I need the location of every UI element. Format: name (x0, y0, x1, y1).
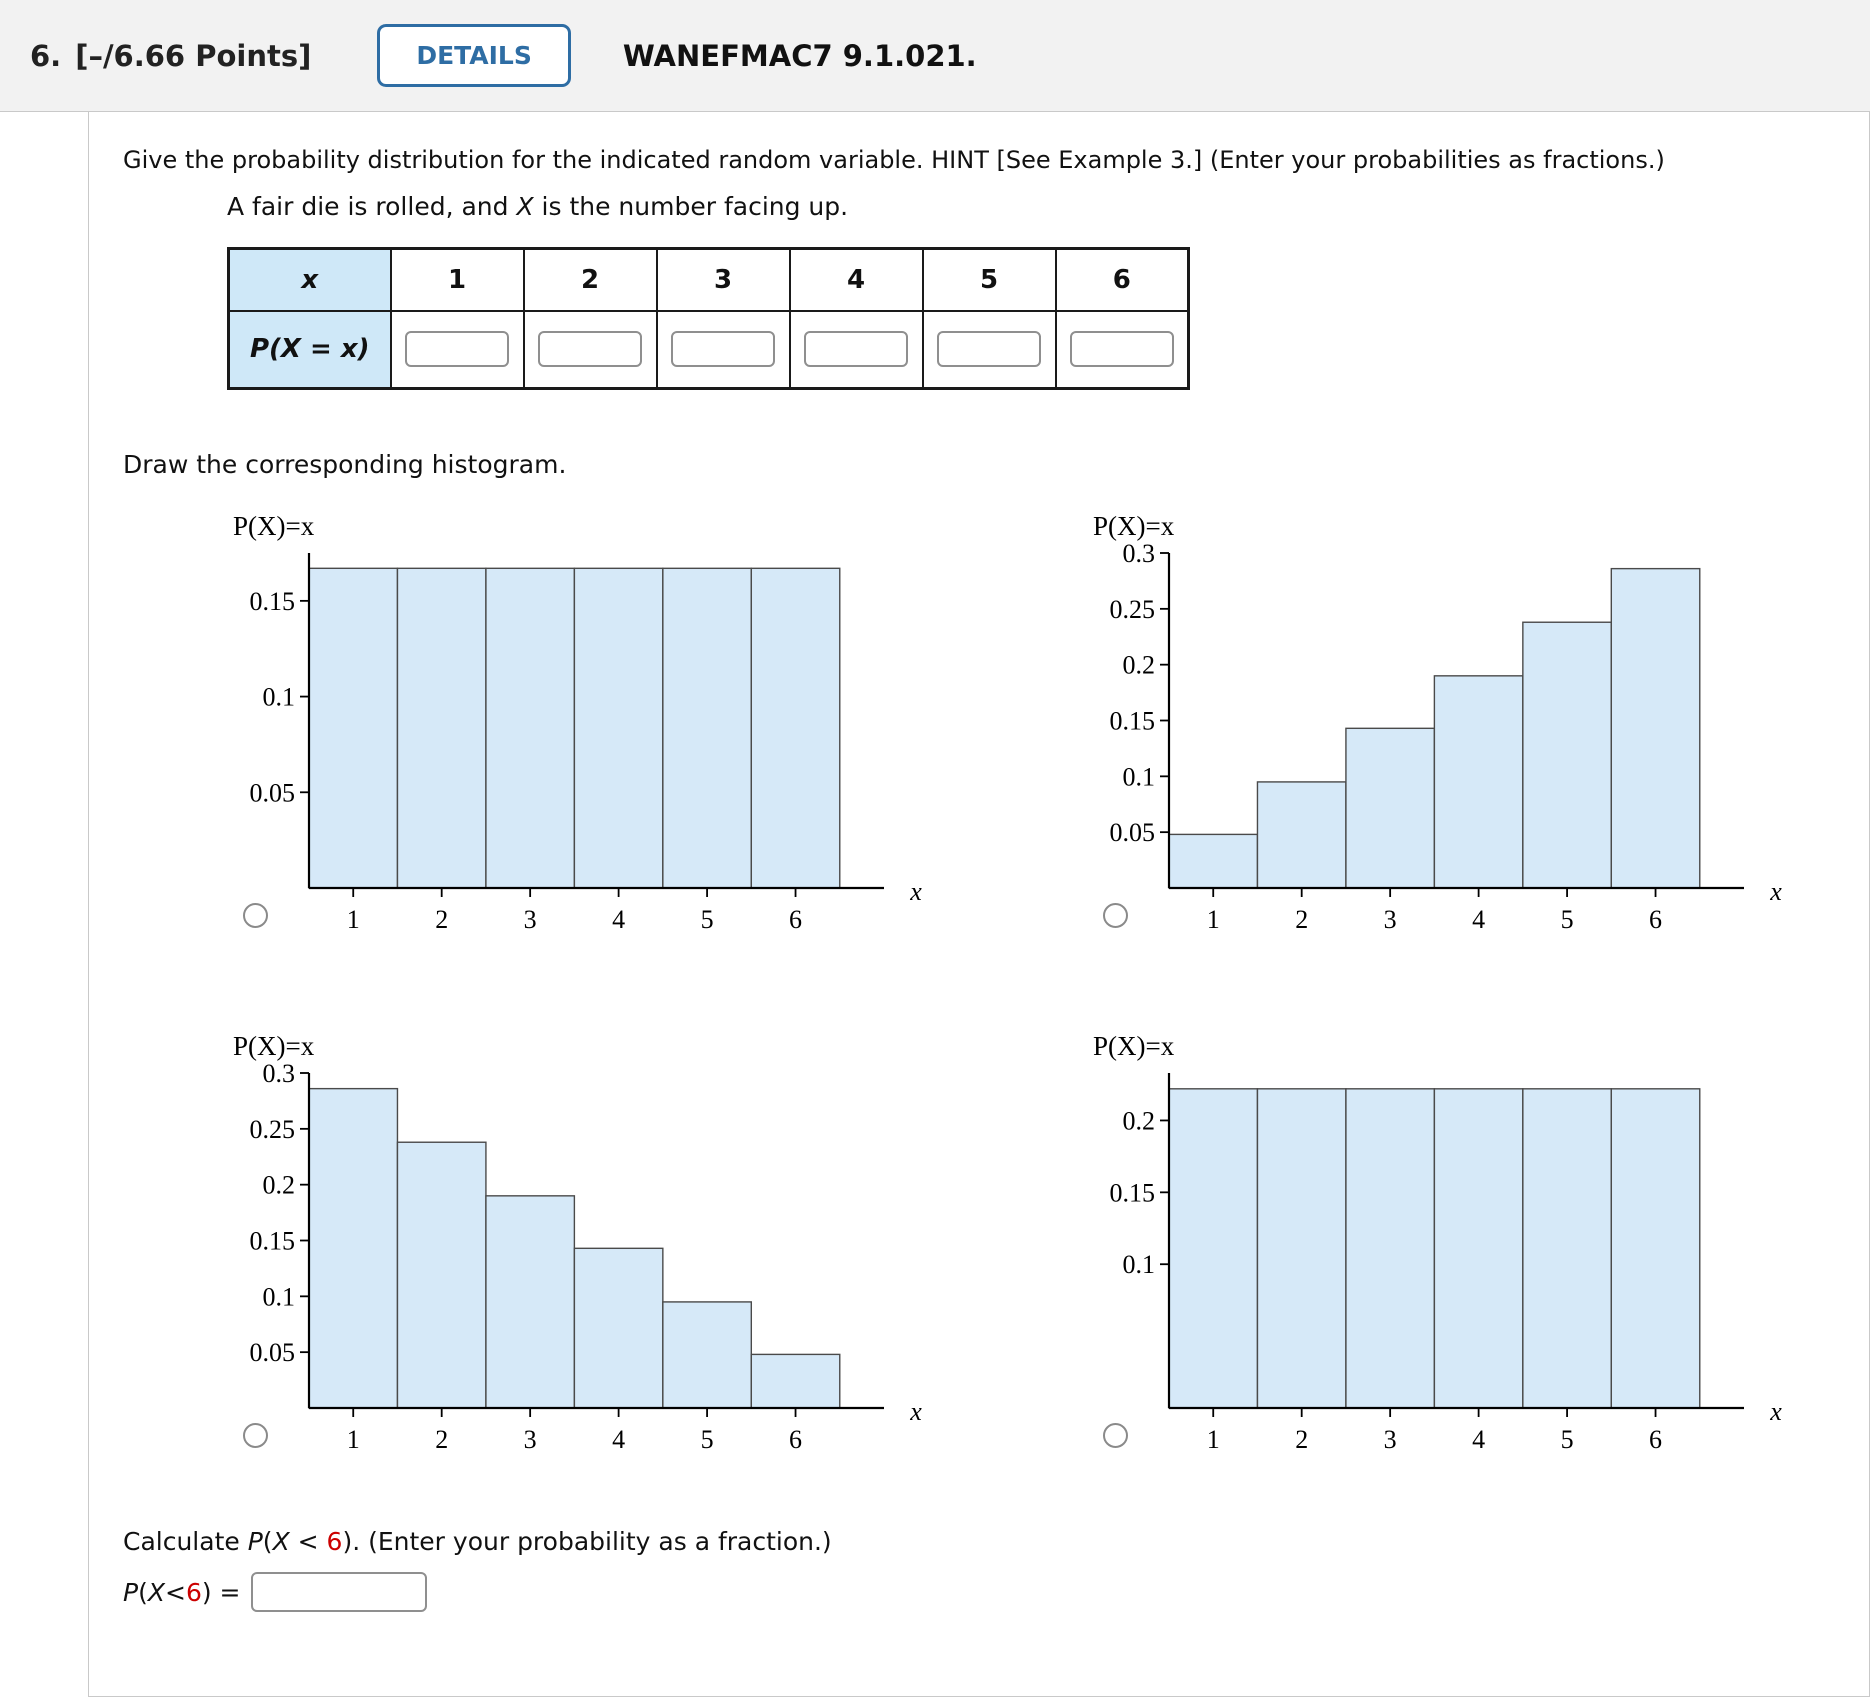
histogram-option-4: P(X)=x 0.1 0.15 0.2 1 2 3 4 5 6 x (1079, 1023, 1839, 1463)
svg-text:4: 4 (612, 905, 625, 934)
svg-text:0.3: 0.3 (1123, 539, 1156, 568)
question-instruction: Give the probability distribution for th… (123, 146, 1665, 174)
svg-text:2: 2 (1295, 905, 1308, 934)
svg-text:6: 6 (1649, 1425, 1662, 1454)
svg-text:0.25: 0.25 (250, 1115, 296, 1144)
probability-input-4[interactable] (804, 331, 908, 368)
svg-text:0.15: 0.15 (1110, 707, 1156, 736)
svg-text:2: 2 (1295, 1425, 1308, 1454)
svg-text:0.3: 0.3 (263, 1059, 296, 1088)
svg-text:5: 5 (1561, 1425, 1574, 1454)
svg-text:2: 2 (435, 905, 448, 934)
svg-text:0.05: 0.05 (1110, 818, 1156, 847)
svg-text:0.15: 0.15 (250, 1227, 296, 1256)
question-points: [–/6.66 Points] (75, 38, 312, 73)
svg-text:0.1: 0.1 (263, 1282, 296, 1311)
table-probability-row: P(X = x) (227, 309, 1190, 390)
table-x-value-5: 5 (921, 247, 1057, 312)
svg-text:0.2: 0.2 (263, 1171, 296, 1200)
svg-text:3: 3 (1384, 905, 1397, 934)
svg-text:4: 4 (612, 1425, 625, 1454)
svg-text:P(X)=x: P(X)=x (233, 1031, 315, 1061)
histogram-radio-2[interactable] (1103, 903, 1128, 928)
details-button[interactable]: DETAILS (377, 24, 571, 87)
svg-text:0.05: 0.05 (250, 778, 296, 807)
svg-text:P(X)=x: P(X)=x (1093, 1031, 1175, 1061)
answer-line: P(X < 6) = (123, 1572, 1849, 1612)
question-header: 6. [–/6.66 Points] DETAILS WANEFMAC7 9.1… (0, 0, 1870, 112)
svg-text:6: 6 (789, 905, 802, 934)
svg-text:3: 3 (1384, 1425, 1397, 1454)
table-x-value-1: 1 (389, 247, 525, 312)
scenario-variable: X (516, 192, 534, 221)
histogram-chart-decreasing: P(X)=x 0.05 0.1 0.15 0.2 0.25 0.3 1 2 3 4 5 6 x (219, 1023, 939, 1463)
probability-input-3[interactable] (671, 331, 775, 368)
histogram-chart-increasing: P(X)=x 0.05 0.1 0.15 0.2 0.25 0.3 1 2 3 4 5 6 x (1079, 503, 1799, 943)
svg-text:0.2: 0.2 (1123, 651, 1156, 680)
svg-text:x: x (1769, 1397, 1782, 1426)
histogram-radio-4[interactable] (1103, 1423, 1128, 1448)
svg-text:5: 5 (701, 905, 714, 934)
svg-text:6: 6 (1649, 905, 1662, 934)
svg-text:3: 3 (524, 1425, 537, 1454)
histogram-prompt: Draw the corresponding histogram. (123, 450, 567, 479)
histogram-options: P(X)=x 0.05 0.1 0.15 1 2 3 4 5 6 x P(X)=x 0.05 0.1 0.… (219, 503, 1849, 1463)
probability-table: x 1 2 3 4 5 6 P(X = x) (227, 247, 1190, 390)
svg-text:x: x (1769, 877, 1782, 906)
svg-text:1: 1 (1207, 905, 1220, 934)
histogram-radio-1[interactable] (243, 903, 268, 928)
svg-text:6: 6 (789, 1425, 802, 1454)
probability-input-5[interactable] (937, 331, 1041, 368)
svg-text:x: x (909, 1397, 922, 1426)
scenario-pre: A fair die is rolled, and (227, 192, 517, 221)
svg-text:1: 1 (347, 1425, 360, 1454)
table-header-row: x 1 2 3 4 5 6 (227, 247, 1190, 312)
histogram-radio-3[interactable] (243, 1423, 268, 1448)
svg-text:0.1: 0.1 (263, 683, 296, 712)
histogram-chart-uniform-flat: P(X)=x 0.1 0.15 0.2 1 2 3 4 5 6 x (1079, 1023, 1799, 1463)
question-content: Give the probability distribution for th… (88, 112, 1870, 1697)
table-x-value-3: 3 (655, 247, 791, 312)
svg-text:5: 5 (1561, 905, 1574, 934)
svg-text:0.1: 0.1 (1123, 1250, 1156, 1279)
question-number: 6. (30, 38, 62, 73)
svg-text:0.1: 0.1 (1123, 762, 1156, 791)
histogram-option-3: P(X)=x 0.05 0.1 0.15 0.2 0.25 0.3 1 2 3 4 5 6 x (219, 1023, 979, 1463)
svg-text:0.05: 0.05 (250, 1338, 296, 1367)
svg-text:3: 3 (524, 905, 537, 934)
svg-text:4: 4 (1472, 905, 1485, 934)
probability-answer-input[interactable] (250, 1572, 427, 1612)
probability-input-6[interactable] (1069, 331, 1174, 368)
svg-text:0.2: 0.2 (1123, 1106, 1156, 1135)
svg-text:P(X)=x: P(X)=x (233, 511, 315, 541)
svg-text:0.25: 0.25 (1110, 595, 1156, 624)
question-id: WANEFMAC7 9.1.021. (622, 38, 977, 73)
randomized-value-answer: 6 (185, 1577, 202, 1607)
svg-text:P(X)=x: P(X)=x (1093, 511, 1175, 541)
svg-text:x: x (909, 877, 922, 906)
svg-text:4: 4 (1472, 1425, 1485, 1454)
table-corner-label: x (227, 247, 392, 312)
table-x-value-6: 6 (1054, 247, 1190, 312)
scenario-text: A fair die is rolled, and X is the numbe… (227, 192, 1849, 221)
table-x-value-4: 4 (788, 247, 924, 312)
histogram-chart-uniform-one-sixth: P(X)=x 0.05 0.1 0.15 1 2 3 4 5 6 x (219, 503, 939, 943)
svg-text:5: 5 (701, 1425, 714, 1454)
calculate-prompt: Calculate P(X < 6). (Enter your probabil… (123, 1527, 832, 1556)
svg-text:2: 2 (435, 1425, 448, 1454)
svg-text:0.15: 0.15 (250, 587, 296, 616)
table-x-value-2: 2 (522, 247, 658, 312)
svg-text:0.15: 0.15 (1110, 1178, 1156, 1207)
svg-text:1: 1 (1207, 1425, 1220, 1454)
table-row-label: P(X = x) (227, 309, 392, 390)
histogram-option-1: P(X)=x 0.05 0.1 0.15 1 2 3 4 5 6 x (219, 503, 979, 943)
scenario-post: is the number facing up. (533, 192, 849, 221)
probability-input-1[interactable] (405, 331, 509, 368)
svg-text:1: 1 (347, 905, 360, 934)
probability-input-2[interactable] (538, 331, 642, 368)
histogram-option-2: P(X)=x 0.05 0.1 0.15 0.2 0.25 0.3 1 2 3 4 5 6 x (1079, 503, 1839, 943)
randomized-value: 6 (326, 1527, 343, 1556)
